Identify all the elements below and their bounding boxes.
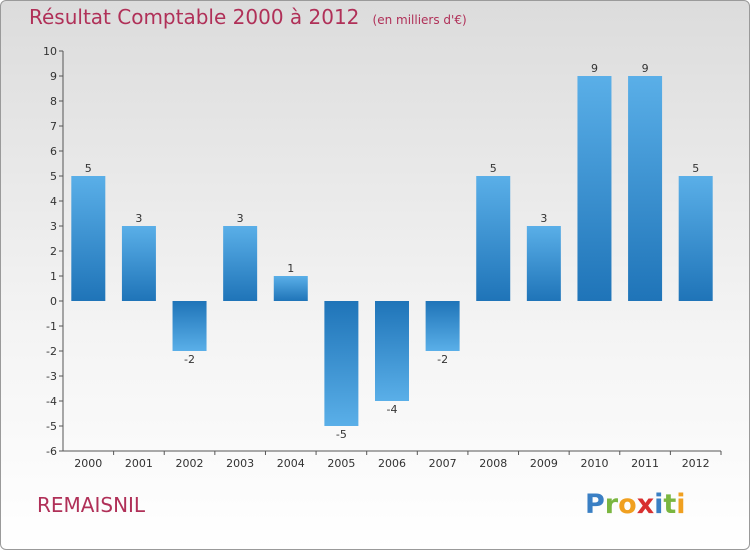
x-tick-label: 2009	[530, 457, 558, 470]
x-tick-label: 2008	[479, 457, 507, 470]
logo-letter: P	[585, 489, 605, 520]
y-tick-label: -5	[46, 420, 57, 433]
bar	[375, 301, 409, 401]
bar	[324, 301, 359, 426]
x-tick-label: 2011	[631, 457, 659, 470]
place-name: REMAISNIL	[37, 493, 146, 517]
logo-letter: o	[618, 489, 637, 520]
x-tick-label: 2001	[125, 457, 153, 470]
bar	[121, 226, 156, 301]
y-tick-label: 10	[43, 45, 57, 58]
logo-letter: i	[676, 489, 686, 520]
y-tick-label: -2	[46, 345, 57, 358]
y-tick-label: 0	[50, 295, 57, 308]
y-tick-label: 5	[50, 170, 57, 183]
bar	[425, 301, 460, 351]
x-tick-label: 2000	[74, 457, 102, 470]
bar	[678, 176, 713, 301]
x-tick-label: 2010	[580, 457, 608, 470]
y-tick-label: 6	[50, 145, 57, 158]
y-tick-label: 1	[50, 270, 57, 283]
proxiti-logo: Proxiti	[585, 489, 686, 520]
data-label: -2	[184, 353, 195, 366]
x-tick-label: 2003	[226, 457, 254, 470]
y-tick-label: 9	[50, 70, 57, 83]
bar	[71, 176, 106, 301]
logo-letter: r	[604, 489, 619, 520]
x-tick-label: 2007	[429, 457, 457, 470]
chart-title-block: Résultat Comptable 2000 à 2012 (en milli…	[29, 5, 467, 29]
chart-title: Résultat Comptable 2000 à 2012	[29, 5, 360, 29]
data-label: 3	[540, 212, 547, 225]
data-label: -2	[437, 353, 448, 366]
bar	[172, 301, 207, 351]
bar	[526, 226, 561, 301]
data-label: 9	[642, 62, 649, 75]
logo-letter: i	[654, 489, 664, 520]
y-tick-label: -1	[46, 320, 57, 333]
bar	[628, 76, 663, 301]
x-tick-label: 2006	[378, 457, 406, 470]
y-tick-label: -4	[46, 395, 57, 408]
y-tick-label: 2	[50, 245, 57, 258]
data-label: 5	[490, 162, 497, 175]
y-tick-label: 3	[50, 220, 57, 233]
data-label: 5	[85, 162, 92, 175]
data-label: 3	[135, 212, 142, 225]
logo-letter: t	[663, 489, 677, 520]
data-label: -4	[387, 403, 398, 416]
bar	[577, 76, 612, 301]
data-label: 9	[591, 62, 598, 75]
data-label: 1	[287, 262, 294, 275]
bar	[223, 226, 258, 301]
x-tick-label: 2012	[682, 457, 710, 470]
data-label: 3	[237, 212, 244, 225]
x-tick-label: 2002	[176, 457, 204, 470]
x-tick-label: 2005	[327, 457, 355, 470]
y-tick-label: 7	[50, 120, 57, 133]
data-label: -5	[336, 428, 347, 441]
y-tick-label: 8	[50, 95, 57, 108]
data-label: 5	[692, 162, 699, 175]
y-tick-label: -6	[46, 445, 57, 458]
y-tick-label: 4	[50, 195, 57, 208]
y-tick-label: -3	[46, 370, 57, 383]
chart-subtitle: (en milliers d'€)	[372, 13, 467, 27]
bar	[273, 276, 308, 301]
logo-letter: x	[636, 489, 655, 520]
bar	[476, 176, 511, 301]
x-tick-label: 2004	[277, 457, 305, 470]
